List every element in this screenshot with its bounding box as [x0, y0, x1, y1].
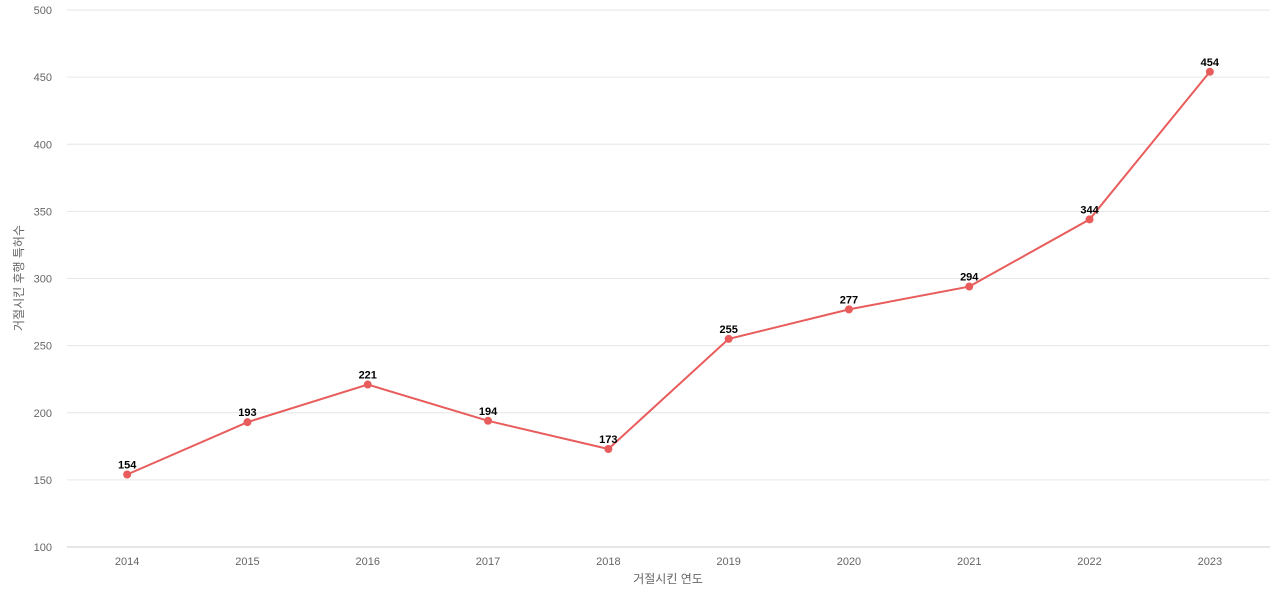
- x-tick-label: 2021: [957, 556, 981, 568]
- y-tick-label: 300: [34, 274, 52, 286]
- x-tick-label: 2014: [115, 556, 139, 568]
- data-point[interactable]: [1085, 215, 1094, 224]
- y-tick-label: 500: [34, 5, 52, 17]
- data-point[interactable]: [363, 380, 372, 389]
- y-axis-title: 거절시킨 후행 특허수: [11, 225, 26, 331]
- y-tick-label: 400: [34, 139, 52, 151]
- y-tick-label: 250: [34, 341, 52, 353]
- data-label: 454: [1201, 57, 1220, 69]
- data-label: 277: [840, 294, 858, 306]
- data-label: 255: [719, 324, 737, 336]
- x-tick-label: 2016: [356, 556, 380, 568]
- data-point[interactable]: [243, 418, 252, 427]
- data-point[interactable]: [1205, 67, 1214, 76]
- x-tick-label: 2018: [596, 556, 620, 568]
- y-tick-label: 350: [34, 206, 52, 218]
- data-label: 294: [960, 272, 979, 284]
- x-tick-label: 2023: [1198, 556, 1222, 568]
- data-point[interactable]: [965, 282, 974, 291]
- data-point[interactable]: [724, 334, 733, 343]
- y-tick-label: 150: [34, 475, 52, 487]
- data-point[interactable]: [484, 416, 493, 425]
- y-axis-ticks: 100 150 200 250 300 350 400 450 500: [34, 5, 52, 554]
- data-label: 221: [359, 370, 377, 382]
- data-point[interactable]: [604, 444, 613, 453]
- series-line: [126, 71, 1211, 476]
- x-tick-label: 2017: [476, 556, 500, 568]
- x-tick-label: 2022: [1077, 556, 1101, 568]
- x-tick-label: 2019: [716, 556, 740, 568]
- data-labels: 154 193 221 194 173 255 277 294 344 454: [118, 57, 1220, 472]
- x-axis-ticks: 2014 2015 2016 2017 2018 2019 2020 2021 2022 2023: [115, 556, 1222, 568]
- data-label: 193: [238, 407, 256, 419]
- grid-lines: [67, 9, 1270, 548]
- data-label: 344: [1080, 204, 1099, 216]
- x-axis-title: 거절시킨 연도: [633, 572, 703, 586]
- x-tick-label: 2020: [837, 556, 861, 568]
- series-layer: [123, 67, 1214, 479]
- data-label: 173: [599, 434, 617, 446]
- y-tick-label: 100: [34, 542, 52, 554]
- y-tick-label: 200: [34, 408, 52, 420]
- data-label: 194: [479, 406, 498, 418]
- data-point[interactable]: [123, 470, 132, 479]
- y-tick-label: 450: [34, 72, 52, 84]
- x-tick-label: 2015: [235, 556, 259, 568]
- data-label: 154: [118, 460, 137, 472]
- data-point[interactable]: [844, 305, 853, 314]
